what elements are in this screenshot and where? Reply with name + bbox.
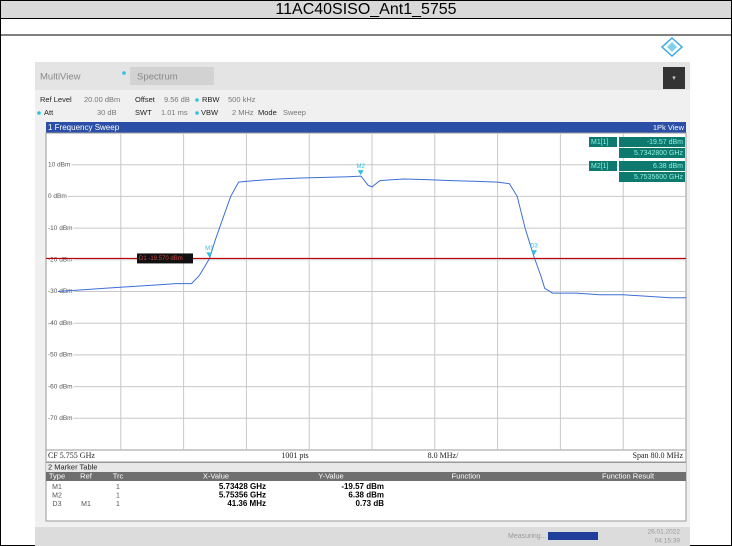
marker-info-name: M1[1]	[591, 139, 609, 146]
status-text: Measuring...	[508, 533, 547, 540]
marker-info-bg	[589, 161, 617, 171]
dot	[195, 111, 199, 115]
per-division: 8.0 MHz/	[428, 451, 459, 460]
column-header: Y-Value	[318, 471, 343, 480]
menu-icon[interactable]: ▾	[672, 75, 676, 82]
plot-footer	[45, 449, 687, 463]
table-cell: 6.38 dBm	[348, 491, 384, 500]
setting-value: 500 kHz	[228, 95, 256, 104]
marker	[357, 170, 364, 176]
table-cell: -19.57 dBm	[341, 482, 384, 491]
column-header: Function Result	[602, 471, 655, 480]
table-cell: M1	[52, 484, 62, 491]
marker-table-title: 2 Marker Table	[48, 462, 97, 471]
y-tick-label: -50 dBm	[48, 352, 73, 359]
y-tick-label: -40 dBm	[48, 320, 73, 327]
center-freq: CF 5.755 GHz	[48, 451, 95, 460]
marker-info-bg	[619, 161, 685, 171]
setting-name: SWT	[135, 108, 152, 117]
marker-label: M2	[357, 164, 366, 170]
marker-info-bg	[619, 148, 685, 158]
marker-info-name: M2[1]	[591, 163, 609, 170]
y-tick-label: -10 dBm	[48, 225, 73, 232]
marker-info-bg	[589, 137, 617, 147]
y-tick-label: -70 dBm	[48, 415, 73, 422]
dot	[195, 98, 199, 102]
table-cell: 5.75356 GHz	[219, 491, 266, 500]
setting-value: 20.00 dBm	[84, 95, 120, 104]
marker-label: D3	[530, 244, 538, 250]
points: 1001 pts	[281, 451, 308, 460]
column-header: X-Value	[203, 471, 229, 480]
table-cell: 1	[116, 484, 120, 491]
table-cell: 1	[116, 492, 120, 499]
table-cell: 5.73428 GHz	[219, 482, 266, 491]
setting-name: Ref Level	[40, 95, 72, 104]
setting-name: Att	[44, 108, 54, 117]
setting-name: Mode	[258, 108, 277, 117]
column-header: Function	[452, 471, 481, 480]
progress	[548, 532, 598, 540]
logo	[660, 36, 684, 58]
setting-value: 9.56 dB	[164, 95, 190, 104]
status-date: 26.01.2022	[647, 529, 680, 536]
window-title: 1 Frequency Sweep	[48, 123, 120, 132]
y-tick-label: -20 dBm	[48, 257, 73, 264]
marker-table-header	[46, 472, 686, 481]
setting-value: 1.01 ms	[161, 108, 188, 117]
table-cell: D3	[53, 501, 62, 508]
column-header: Trc	[113, 471, 124, 480]
setting-value: 30 dB	[97, 108, 117, 117]
marker	[206, 252, 213, 258]
column-header: Ref	[80, 471, 93, 480]
table-cell: M1	[81, 501, 91, 508]
marker-info-freq: 5.7342800 GHz	[634, 150, 684, 157]
window-view: 1Pk View	[653, 123, 685, 132]
tab[interactable]	[130, 67, 214, 85]
trace	[57, 175, 686, 299]
marker-info-freq: 5.7535600 GHz	[634, 174, 684, 181]
marker-label: M1	[205, 246, 214, 252]
tab-label[interactable]: Spectrum	[137, 72, 178, 83]
window-title-bar	[46, 122, 686, 133]
dot	[37, 111, 41, 115]
tab-dot	[122, 71, 126, 75]
marker-info-level: 6.38 dBm	[653, 163, 683, 170]
marker	[531, 250, 538, 256]
setting-value: 2 MHz	[232, 108, 254, 117]
y-tick-label: 0 dBm	[48, 193, 67, 200]
setting-name: VBW	[201, 108, 219, 117]
table-cell: 1	[116, 501, 120, 508]
page-title: 11AC40SISO_Ant1_5755	[275, 1, 456, 18]
menu-button[interactable]	[663, 67, 685, 89]
marker-info-level: -19.57 dBm	[647, 139, 683, 146]
display-line-tag	[137, 253, 193, 264]
marker-table-title-bar	[46, 463, 686, 472]
y-tick-label: 10 dBm	[48, 161, 70, 168]
span: Span 80.0 MHz	[633, 451, 684, 460]
table-cell: M2	[52, 492, 62, 499]
y-tick-label: -60 dBm	[48, 383, 73, 390]
table-cell: 0.73 dB	[356, 499, 385, 508]
table-cell: 41.36 MHz	[227, 499, 266, 508]
marker-info-bg	[619, 172, 685, 182]
column-header: Type	[49, 471, 65, 480]
setting-name: RBW	[202, 95, 220, 104]
setting-value: Sweep	[283, 108, 306, 117]
setting-name: Offset	[135, 95, 156, 104]
tab-label[interactable]: MultiView	[40, 72, 81, 83]
status-bar	[35, 527, 690, 546]
display-line-label: D1 -19.570 dBm	[139, 256, 183, 262]
marker-info-bg	[619, 137, 685, 147]
status-time: 04:15:39	[655, 538, 681, 545]
